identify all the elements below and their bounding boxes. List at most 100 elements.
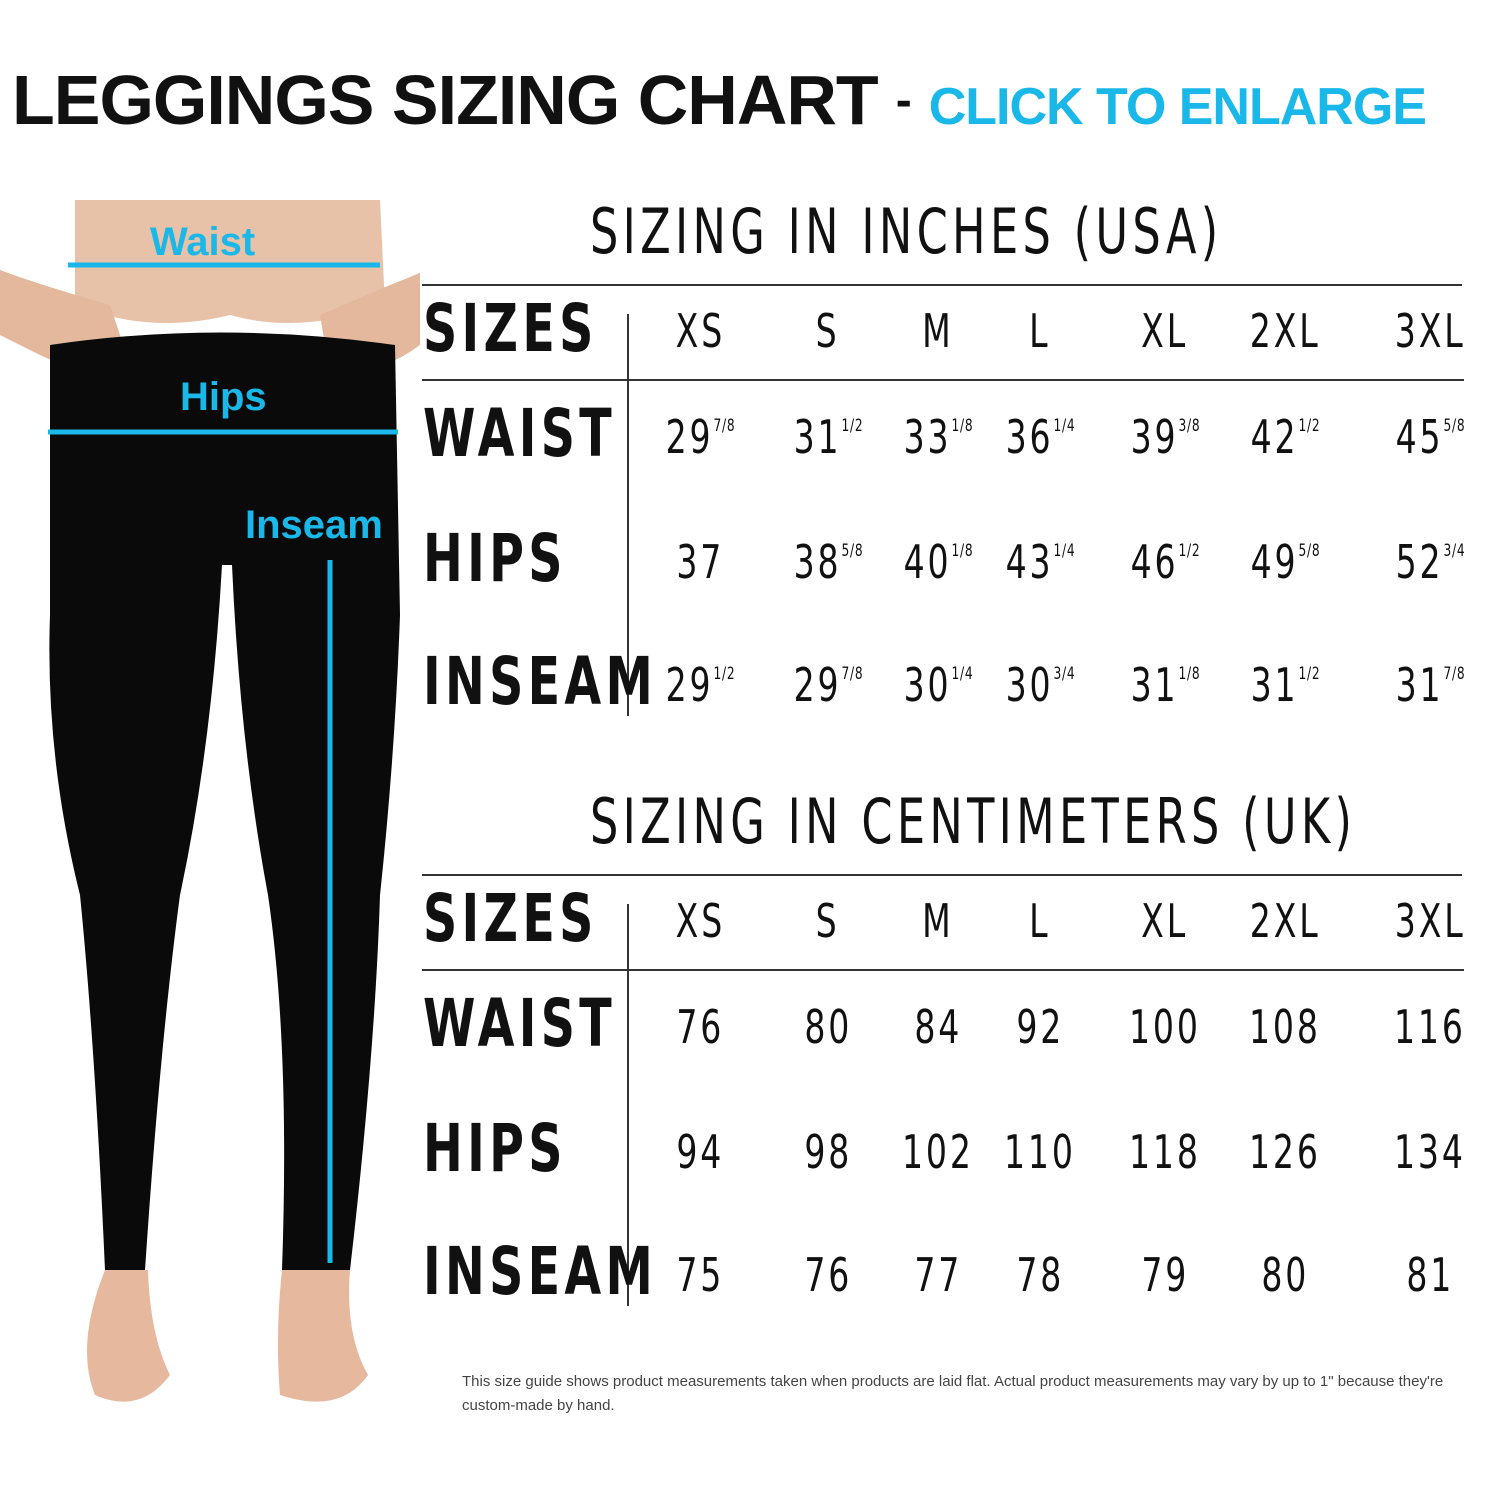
cell-value: 75 — [676, 1248, 724, 1302]
cell-value: 80 — [804, 1000, 852, 1054]
hips-label: Hips — [180, 375, 267, 419]
whole-value: 31 — [1395, 658, 1444, 712]
title-text: LEGGINGS SIZING CHART — [12, 61, 879, 139]
cell-value: 110 — [1004, 1125, 1076, 1179]
table-cell: 79 — [1095, 1248, 1235, 1302]
table-cell: 134 — [1360, 1125, 1500, 1179]
cell-value: 361/4 — [1005, 410, 1075, 464]
table-cell: 76 — [630, 1000, 770, 1054]
row-label-waist: WAIST — [423, 985, 691, 1062]
cell-value: 431/4 — [1005, 535, 1075, 589]
whole-value: 46 — [1130, 535, 1179, 589]
table-cell: 393/8 — [1095, 410, 1235, 464]
cell-value: 303/4 — [1005, 658, 1075, 712]
row-label-text: WAIST — [423, 985, 616, 1062]
table-cell: 311/2 — [758, 410, 898, 464]
row-label-inseam: INSEAM — [423, 643, 748, 720]
whole-value: 75 — [676, 1248, 724, 1302]
table-cell: 291/2 — [630, 658, 770, 712]
fraction-value: 5/8 — [1443, 416, 1465, 436]
cell-value: 297/8 — [793, 658, 863, 712]
table-cell: 461/2 — [1095, 535, 1235, 589]
fraction-value: 1/8 — [951, 541, 973, 561]
fraction-value: 3/4 — [1443, 541, 1465, 561]
table-cell: 80 — [1215, 1248, 1355, 1302]
sizes-label-text: SIZES — [423, 290, 598, 367]
leggings-figure — [0, 200, 420, 1402]
cell-value: 421/2 — [1250, 410, 1320, 464]
whole-value: 29 — [665, 410, 714, 464]
table-cell: 401/8 — [868, 535, 1008, 589]
size-text: M — [922, 304, 954, 358]
sizes-label: SIZES — [423, 290, 666, 367]
table-cell: 102 — [868, 1125, 1008, 1179]
row-label-text: INSEAM — [423, 1233, 658, 1310]
table-cell: 80 — [758, 1000, 898, 1054]
whole-value: 52 — [1395, 535, 1444, 589]
cell-value: 77 — [914, 1248, 962, 1302]
right-foot — [277, 1270, 368, 1402]
table-cell: 317/8 — [1360, 658, 1500, 712]
whole-value: 29 — [793, 658, 842, 712]
size-header-3xl: 3XL — [1360, 894, 1500, 948]
whole-value: 80 — [804, 1000, 852, 1054]
page-title: LEGGINGS SIZING CHART - CLICK TO ENLARGE — [12, 60, 1427, 140]
cell-value: 311/2 — [1250, 658, 1320, 712]
size-header-3xl: 3XL — [1360, 304, 1500, 358]
whole-value: 39 — [1130, 410, 1179, 464]
whole-value: 43 — [1005, 535, 1054, 589]
whole-value: 118 — [1129, 1125, 1201, 1179]
cell-value: 100 — [1129, 1000, 1201, 1054]
cell-value: 317/8 — [1395, 658, 1465, 712]
cell-value: 495/8 — [1250, 535, 1320, 589]
size-text: XS — [675, 304, 725, 358]
cell-value: 94 — [676, 1125, 724, 1179]
size-text: S — [816, 894, 840, 948]
row-label-text: HIPS — [423, 520, 567, 597]
size-header-xl: XL — [1095, 304, 1235, 358]
size-header-l: L — [970, 894, 1110, 948]
table-cell: 331/8 — [868, 410, 1008, 464]
cell-value: 134 — [1394, 1125, 1466, 1179]
size-header-xs: XS — [630, 894, 770, 948]
fraction-value: 1/2 — [713, 664, 735, 684]
fraction-value: 5/8 — [841, 541, 863, 561]
size-text: XL — [1141, 894, 1189, 948]
cell-value: 108 — [1249, 1000, 1321, 1054]
whole-value: 126 — [1249, 1125, 1321, 1179]
cell-value: 126 — [1249, 1125, 1321, 1179]
size-header-s: S — [758, 894, 898, 948]
row-label-text: HIPS — [423, 1110, 567, 1187]
leggings — [49, 332, 400, 1270]
inches-heading: SIZING IN INCHES (USA) — [590, 195, 1468, 268]
table-cell: 94 — [630, 1125, 770, 1179]
waist-label: Waist — [150, 220, 256, 264]
cell-value: 297/8 — [665, 410, 735, 464]
table-cell: 297/8 — [630, 410, 770, 464]
size-header-m: M — [868, 894, 1008, 948]
whole-value: 36 — [1005, 410, 1054, 464]
divider — [422, 379, 1464, 381]
cell-value: 84 — [914, 1000, 962, 1054]
click-to-enlarge-link[interactable]: CLICK TO ENLARGE — [928, 78, 1427, 136]
whole-value: 40 — [903, 535, 952, 589]
row-label-text: INSEAM — [423, 643, 658, 720]
size-header-2xl: 2XL — [1215, 304, 1355, 358]
whole-value: 98 — [804, 1125, 852, 1179]
whole-value: 81 — [1406, 1248, 1454, 1302]
size-text: S — [816, 304, 840, 358]
whole-value: 42 — [1250, 410, 1299, 464]
cell-value: 461/2 — [1130, 535, 1200, 589]
cell-value: 79 — [1141, 1248, 1189, 1302]
whole-value: 134 — [1394, 1125, 1466, 1179]
size-text: 2XL — [1249, 894, 1321, 948]
cell-value: 102 — [902, 1125, 974, 1179]
cell-value: 78 — [1016, 1248, 1064, 1302]
row-label-hips: HIPS — [423, 520, 623, 597]
table-cell: 98 — [758, 1125, 898, 1179]
divider — [422, 284, 1462, 286]
cell-value: 401/8 — [903, 535, 973, 589]
divider — [422, 874, 1462, 876]
cell-value: 80 — [1261, 1248, 1309, 1302]
divider — [627, 314, 629, 716]
